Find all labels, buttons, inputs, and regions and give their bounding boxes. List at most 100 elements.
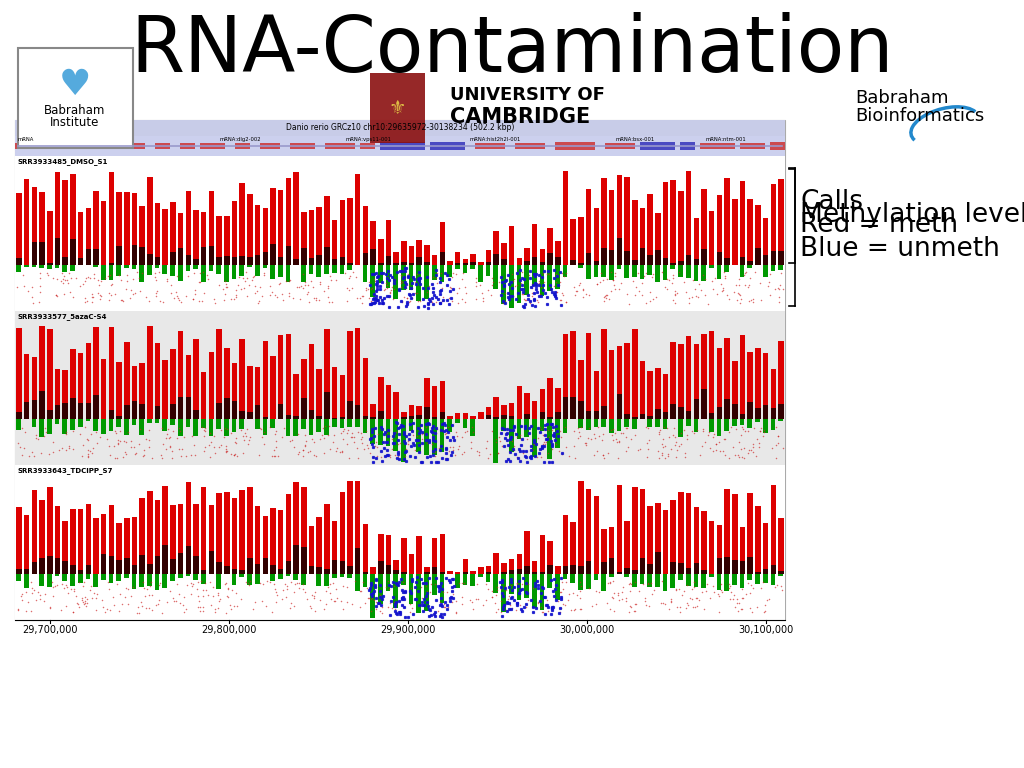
Bar bbox=[54, 574, 59, 576]
Point bbox=[613, 427, 630, 439]
Bar bbox=[101, 554, 106, 574]
Point bbox=[339, 581, 355, 594]
Bar bbox=[709, 331, 715, 419]
Bar bbox=[763, 523, 768, 574]
Bar bbox=[362, 572, 369, 574]
Bar bbox=[109, 574, 114, 583]
Bar bbox=[732, 574, 736, 584]
Bar bbox=[70, 398, 76, 419]
Bar bbox=[70, 349, 76, 419]
Point bbox=[335, 580, 351, 592]
Text: mRNA:vps11-001: mRNA:vps11-001 bbox=[345, 137, 391, 142]
Bar bbox=[401, 265, 406, 290]
Bar bbox=[594, 261, 599, 265]
Point bbox=[468, 276, 484, 288]
Point bbox=[406, 429, 422, 442]
Point bbox=[315, 422, 332, 435]
Bar bbox=[201, 419, 206, 428]
Bar bbox=[778, 518, 783, 574]
Bar bbox=[147, 419, 152, 423]
Bar bbox=[409, 554, 415, 574]
Bar bbox=[15, 120, 785, 620]
Bar bbox=[655, 250, 660, 265]
Bar bbox=[54, 419, 59, 424]
Bar bbox=[671, 342, 676, 419]
Point bbox=[679, 579, 695, 591]
Point bbox=[140, 434, 157, 446]
Point bbox=[527, 576, 544, 588]
Point bbox=[580, 432, 596, 445]
Text: Danio rerio GRCz10 chr10:29635972-30138234 (502.2 kbp): Danio rerio GRCz10 chr10:29635972-301382… bbox=[286, 124, 514, 133]
Point bbox=[603, 591, 620, 603]
Point bbox=[540, 605, 556, 617]
Bar bbox=[739, 265, 744, 277]
Bar bbox=[601, 574, 606, 591]
Point bbox=[729, 294, 745, 306]
Point bbox=[451, 296, 467, 309]
Point bbox=[595, 273, 611, 286]
Bar bbox=[347, 331, 352, 419]
Bar bbox=[609, 250, 614, 265]
Point bbox=[664, 443, 680, 455]
Point bbox=[598, 292, 614, 304]
Point bbox=[165, 592, 181, 604]
Point bbox=[774, 283, 791, 295]
Point bbox=[721, 582, 737, 594]
Text: RNA-Contamination: RNA-Contamination bbox=[130, 12, 894, 88]
Bar bbox=[424, 572, 430, 574]
Point bbox=[618, 595, 635, 607]
Point bbox=[339, 295, 355, 307]
Bar bbox=[278, 511, 284, 574]
Point bbox=[111, 434, 127, 446]
Point bbox=[447, 426, 464, 439]
Point bbox=[242, 434, 258, 446]
Point bbox=[19, 285, 36, 297]
Bar bbox=[54, 172, 60, 265]
Bar bbox=[178, 574, 182, 578]
Point bbox=[644, 267, 660, 280]
Point bbox=[361, 446, 378, 458]
Point bbox=[524, 582, 541, 594]
Point bbox=[502, 598, 518, 611]
Bar bbox=[770, 184, 776, 265]
Point bbox=[395, 290, 412, 303]
Point bbox=[546, 280, 562, 293]
Bar bbox=[93, 190, 98, 265]
Bar bbox=[709, 574, 714, 577]
Point bbox=[354, 437, 371, 449]
Point bbox=[673, 438, 689, 450]
Point bbox=[674, 588, 690, 601]
Point bbox=[399, 292, 416, 304]
Point bbox=[679, 429, 695, 441]
Point bbox=[193, 267, 209, 280]
Point bbox=[595, 449, 611, 461]
Bar bbox=[201, 265, 206, 282]
Bar bbox=[579, 566, 584, 574]
Point bbox=[693, 586, 710, 598]
Point bbox=[349, 293, 366, 305]
Bar bbox=[109, 505, 114, 574]
Bar bbox=[378, 561, 384, 574]
Bar bbox=[270, 265, 274, 279]
Point bbox=[748, 450, 764, 462]
Point bbox=[553, 602, 569, 614]
Point bbox=[733, 603, 750, 615]
Point bbox=[256, 439, 272, 451]
Point bbox=[196, 445, 212, 458]
Point bbox=[290, 448, 306, 460]
Point bbox=[75, 596, 91, 608]
Bar bbox=[616, 346, 623, 419]
Point bbox=[551, 279, 567, 291]
Bar bbox=[178, 265, 182, 282]
Bar bbox=[293, 373, 299, 419]
Bar bbox=[531, 224, 538, 265]
Point bbox=[614, 581, 631, 594]
Point bbox=[425, 271, 441, 283]
Point bbox=[56, 270, 73, 282]
Bar bbox=[240, 183, 245, 265]
Point bbox=[528, 294, 545, 306]
Point bbox=[369, 440, 385, 452]
Bar bbox=[39, 192, 45, 265]
Bar bbox=[632, 419, 637, 429]
Bar bbox=[301, 359, 306, 419]
